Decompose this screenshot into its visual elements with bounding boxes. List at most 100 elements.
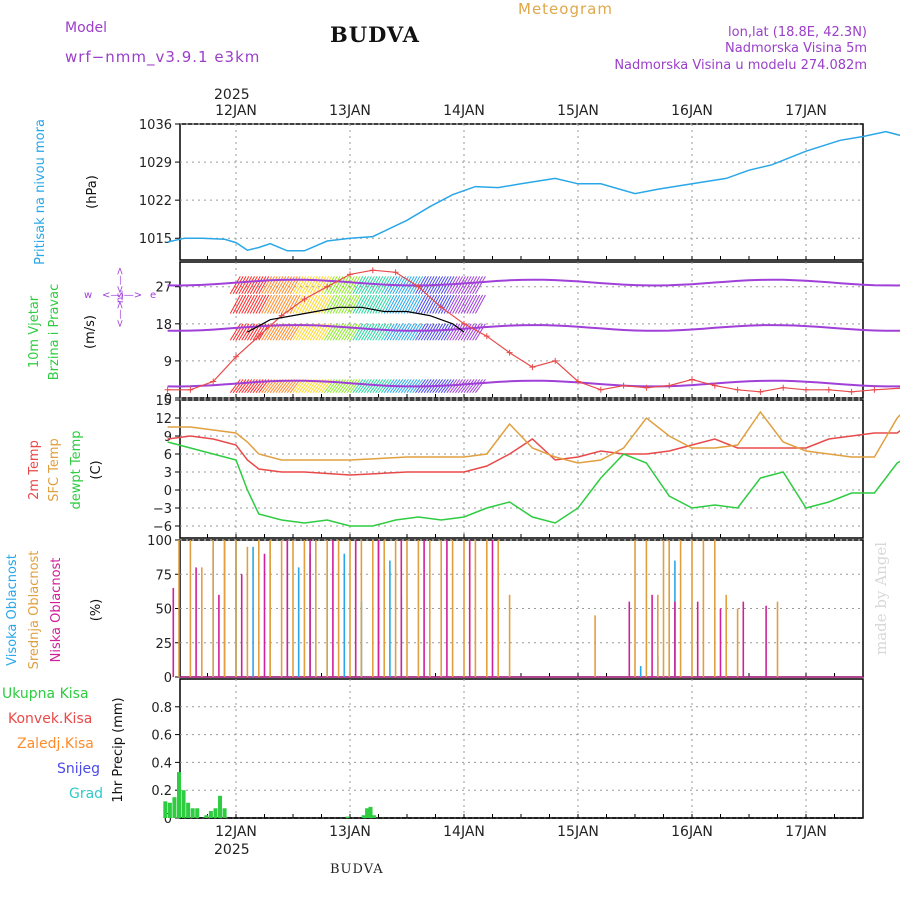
temp-title-2m: 2m Temp — [27, 440, 42, 500]
wind-hatch — [352, 379, 364, 393]
wind-hatch — [369, 379, 381, 393]
wind-hatch — [232, 276, 244, 294]
wind-hatch — [286, 323, 298, 341]
wind-hatch — [406, 323, 418, 341]
top-date-tick: 14JAN — [443, 103, 485, 119]
wind-hatch — [360, 276, 372, 294]
model-label: Model — [65, 20, 108, 36]
wind-hatch — [383, 294, 395, 314]
wind-hatch — [415, 323, 426, 341]
wind-hatch — [417, 323, 429, 341]
wind-hatch — [452, 379, 463, 393]
wind-hatch — [301, 294, 312, 314]
wind-hatch — [255, 276, 267, 294]
bottom-date-tick: 14JAN — [443, 824, 485, 840]
wind-hatch — [238, 276, 250, 294]
wind-hatch — [266, 294, 278, 314]
wind-hatch — [258, 294, 270, 314]
wind-ylabel: (m/s) — [83, 315, 98, 349]
clouds-ytick-label: 100 — [147, 534, 172, 549]
precip-legend-3: Snijeg — [57, 761, 100, 777]
wind-hatch — [229, 276, 241, 294]
temperature-ytick-label: −6 — [153, 520, 172, 535]
wind-hatch — [403, 294, 415, 314]
precip-bar — [190, 808, 195, 818]
wind-gust-marker — [734, 386, 741, 393]
wind-gust-marker — [757, 388, 764, 395]
precip-bar — [163, 801, 168, 818]
wind-hatch — [292, 323, 304, 341]
wind-hatch — [249, 276, 261, 294]
wind-hatch — [281, 294, 293, 314]
wind-hatch — [474, 294, 486, 314]
wind-gust-marker — [803, 386, 809, 393]
wind-hatch — [420, 294, 432, 314]
temperature-ytick-label: 12 — [155, 412, 172, 427]
wind-hatch — [235, 294, 247, 314]
clouds-ytick-label: 75 — [155, 568, 172, 583]
bottom-year-label: 2025 — [214, 842, 250, 858]
wind-hatch — [378, 323, 389, 341]
cloud-title-high: Visoka Oblacnost — [5, 554, 20, 666]
wind-hatch — [298, 323, 310, 341]
wind-hatch — [315, 294, 327, 314]
bottom-date-tick: 16JAN — [671, 824, 713, 840]
wind-hatch — [235, 323, 247, 341]
wind-hatch — [466, 294, 478, 314]
wind-hatch — [366, 379, 378, 393]
wind-hatch — [423, 323, 435, 341]
wind-dir-east: e — [150, 290, 156, 301]
wind-hatch — [338, 294, 350, 314]
wind-gust-marker — [552, 357, 559, 364]
lonlat-label: lon,lat (18.8E, 42.3N) — [728, 25, 867, 40]
wind-gust-marker — [438, 304, 445, 311]
wind-hatch — [446, 294, 458, 314]
wind-hatch — [415, 294, 426, 314]
wind-hatch — [466, 276, 478, 294]
wind-hatch — [264, 276, 275, 294]
precip-ytick-label: 0 — [164, 812, 172, 827]
wind-hatch — [437, 294, 449, 314]
top-date-tick: 16JAN — [671, 103, 713, 119]
wind-hatch — [437, 323, 449, 341]
wind-gust-marker — [848, 388, 855, 395]
precip-bar — [361, 815, 366, 818]
wind-hatch — [369, 294, 381, 314]
wind-hatch — [420, 323, 432, 341]
wind-hatch — [369, 276, 381, 294]
wind-hatch — [246, 276, 258, 294]
top-date-tick: 13JAN — [329, 103, 371, 119]
wind-hatch — [455, 294, 466, 314]
wind-hatch — [369, 323, 381, 341]
wind-hatch — [383, 323, 395, 341]
cloud-ylabel: (%) — [89, 599, 104, 622]
wind-hatch — [338, 379, 349, 393]
wind-gust-marker — [347, 271, 353, 278]
wind-hatch — [452, 276, 464, 294]
wind-hatch — [278, 294, 290, 314]
pressure-ytick-label: 1029 — [139, 156, 172, 171]
wind-hatch — [261, 294, 273, 314]
wind-hatch — [235, 276, 247, 294]
wind-hatch — [244, 294, 255, 314]
pressure-line — [167, 130, 900, 252]
wind-hatch — [352, 276, 364, 294]
wind-hatch — [232, 294, 244, 314]
wind-hatch — [386, 323, 398, 341]
wind-hatch — [346, 323, 358, 341]
wind-hatch — [335, 379, 347, 393]
wind-hatch — [472, 379, 483, 393]
wind-hatch — [366, 323, 378, 341]
wind-hatch — [466, 379, 478, 393]
top-date-tick: 12JAN — [215, 103, 257, 119]
wind-hatch — [295, 323, 307, 341]
wind-hatch — [349, 276, 361, 294]
wind-gust-marker — [575, 378, 581, 385]
meteogram-title: Meteogram — [518, 0, 613, 18]
precip-bar — [213, 808, 218, 818]
wind-hatch — [343, 294, 355, 314]
temp-title-sfc: SFC Temp — [47, 438, 62, 502]
wind-hatch — [363, 294, 375, 314]
model-elevation-label: Nadmorska Visina u modelu 274.082m — [614, 58, 867, 73]
